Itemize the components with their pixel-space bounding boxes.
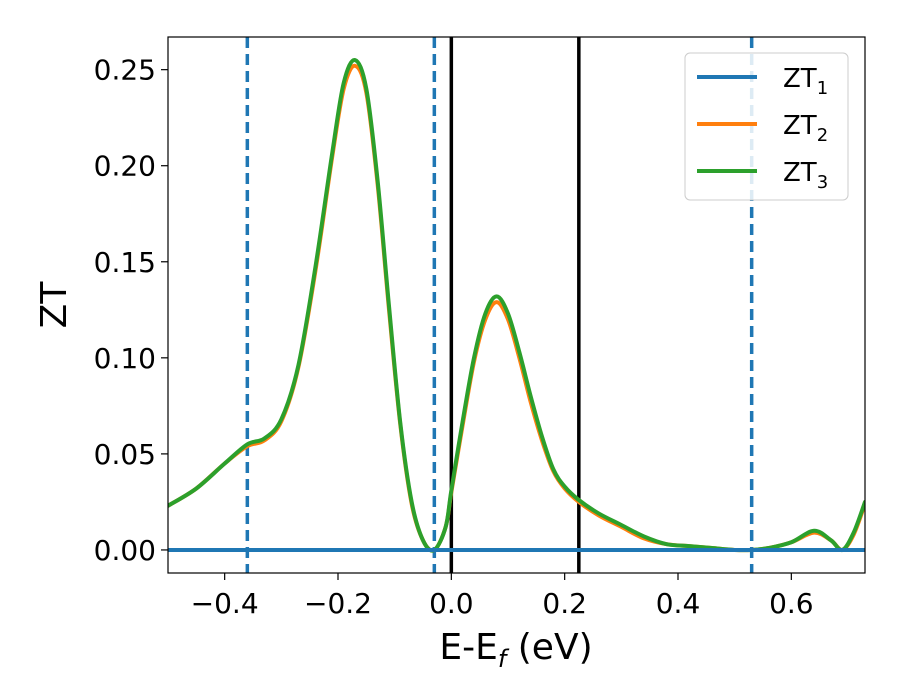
x-axis-label: E-Ef (eV) xyxy=(439,627,592,673)
legend-label-zt2: ZT2 xyxy=(783,111,828,146)
legend-label-zt3: ZT3 xyxy=(783,158,828,193)
x-tick-label: 0.2 xyxy=(542,587,587,620)
y-tick-label: 0.10 xyxy=(94,342,156,375)
plot-frame xyxy=(167,36,866,574)
legend-label-zt1: ZT1 xyxy=(783,64,828,99)
y-tick-label: 0.20 xyxy=(94,150,156,183)
x-axis-ticks: −0.4 −0.2 0.0 0.2 0.4 0.6 xyxy=(191,573,814,620)
x-tick-label: −0.2 xyxy=(304,587,372,620)
x-tick-label: −0.4 xyxy=(191,587,259,620)
y-tick-label: 0.05 xyxy=(94,438,156,471)
legend: ZT1 ZT2 ZT3 xyxy=(684,52,849,201)
y-tick-label: 0.00 xyxy=(94,534,156,567)
legend-box xyxy=(684,52,849,201)
y-tick-label: 0.15 xyxy=(94,246,156,279)
series-layer xyxy=(168,58,865,553)
x-tick-label: 0.0 xyxy=(429,587,474,620)
y-tick-label: 0.25 xyxy=(94,54,156,87)
y-axis-ticks: 0.00 0.05 0.10 0.15 0.20 0.25 xyxy=(94,54,168,567)
x-tick-label: 0.4 xyxy=(656,587,701,620)
y-axis-label: ZT xyxy=(34,281,75,329)
x-tick-label: 0.6 xyxy=(769,587,814,620)
